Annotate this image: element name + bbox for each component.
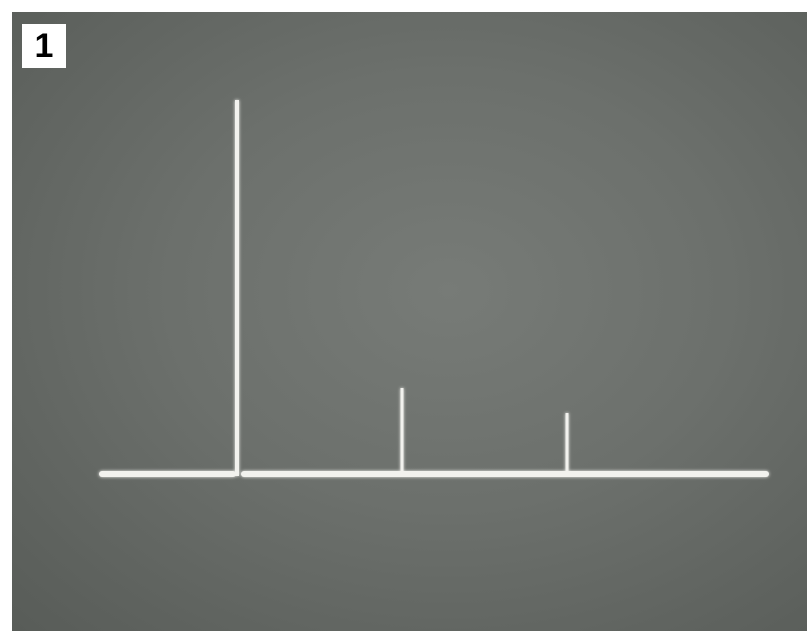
figure-label: 1 <box>22 24 66 68</box>
oscilloscope-screen <box>12 12 807 631</box>
